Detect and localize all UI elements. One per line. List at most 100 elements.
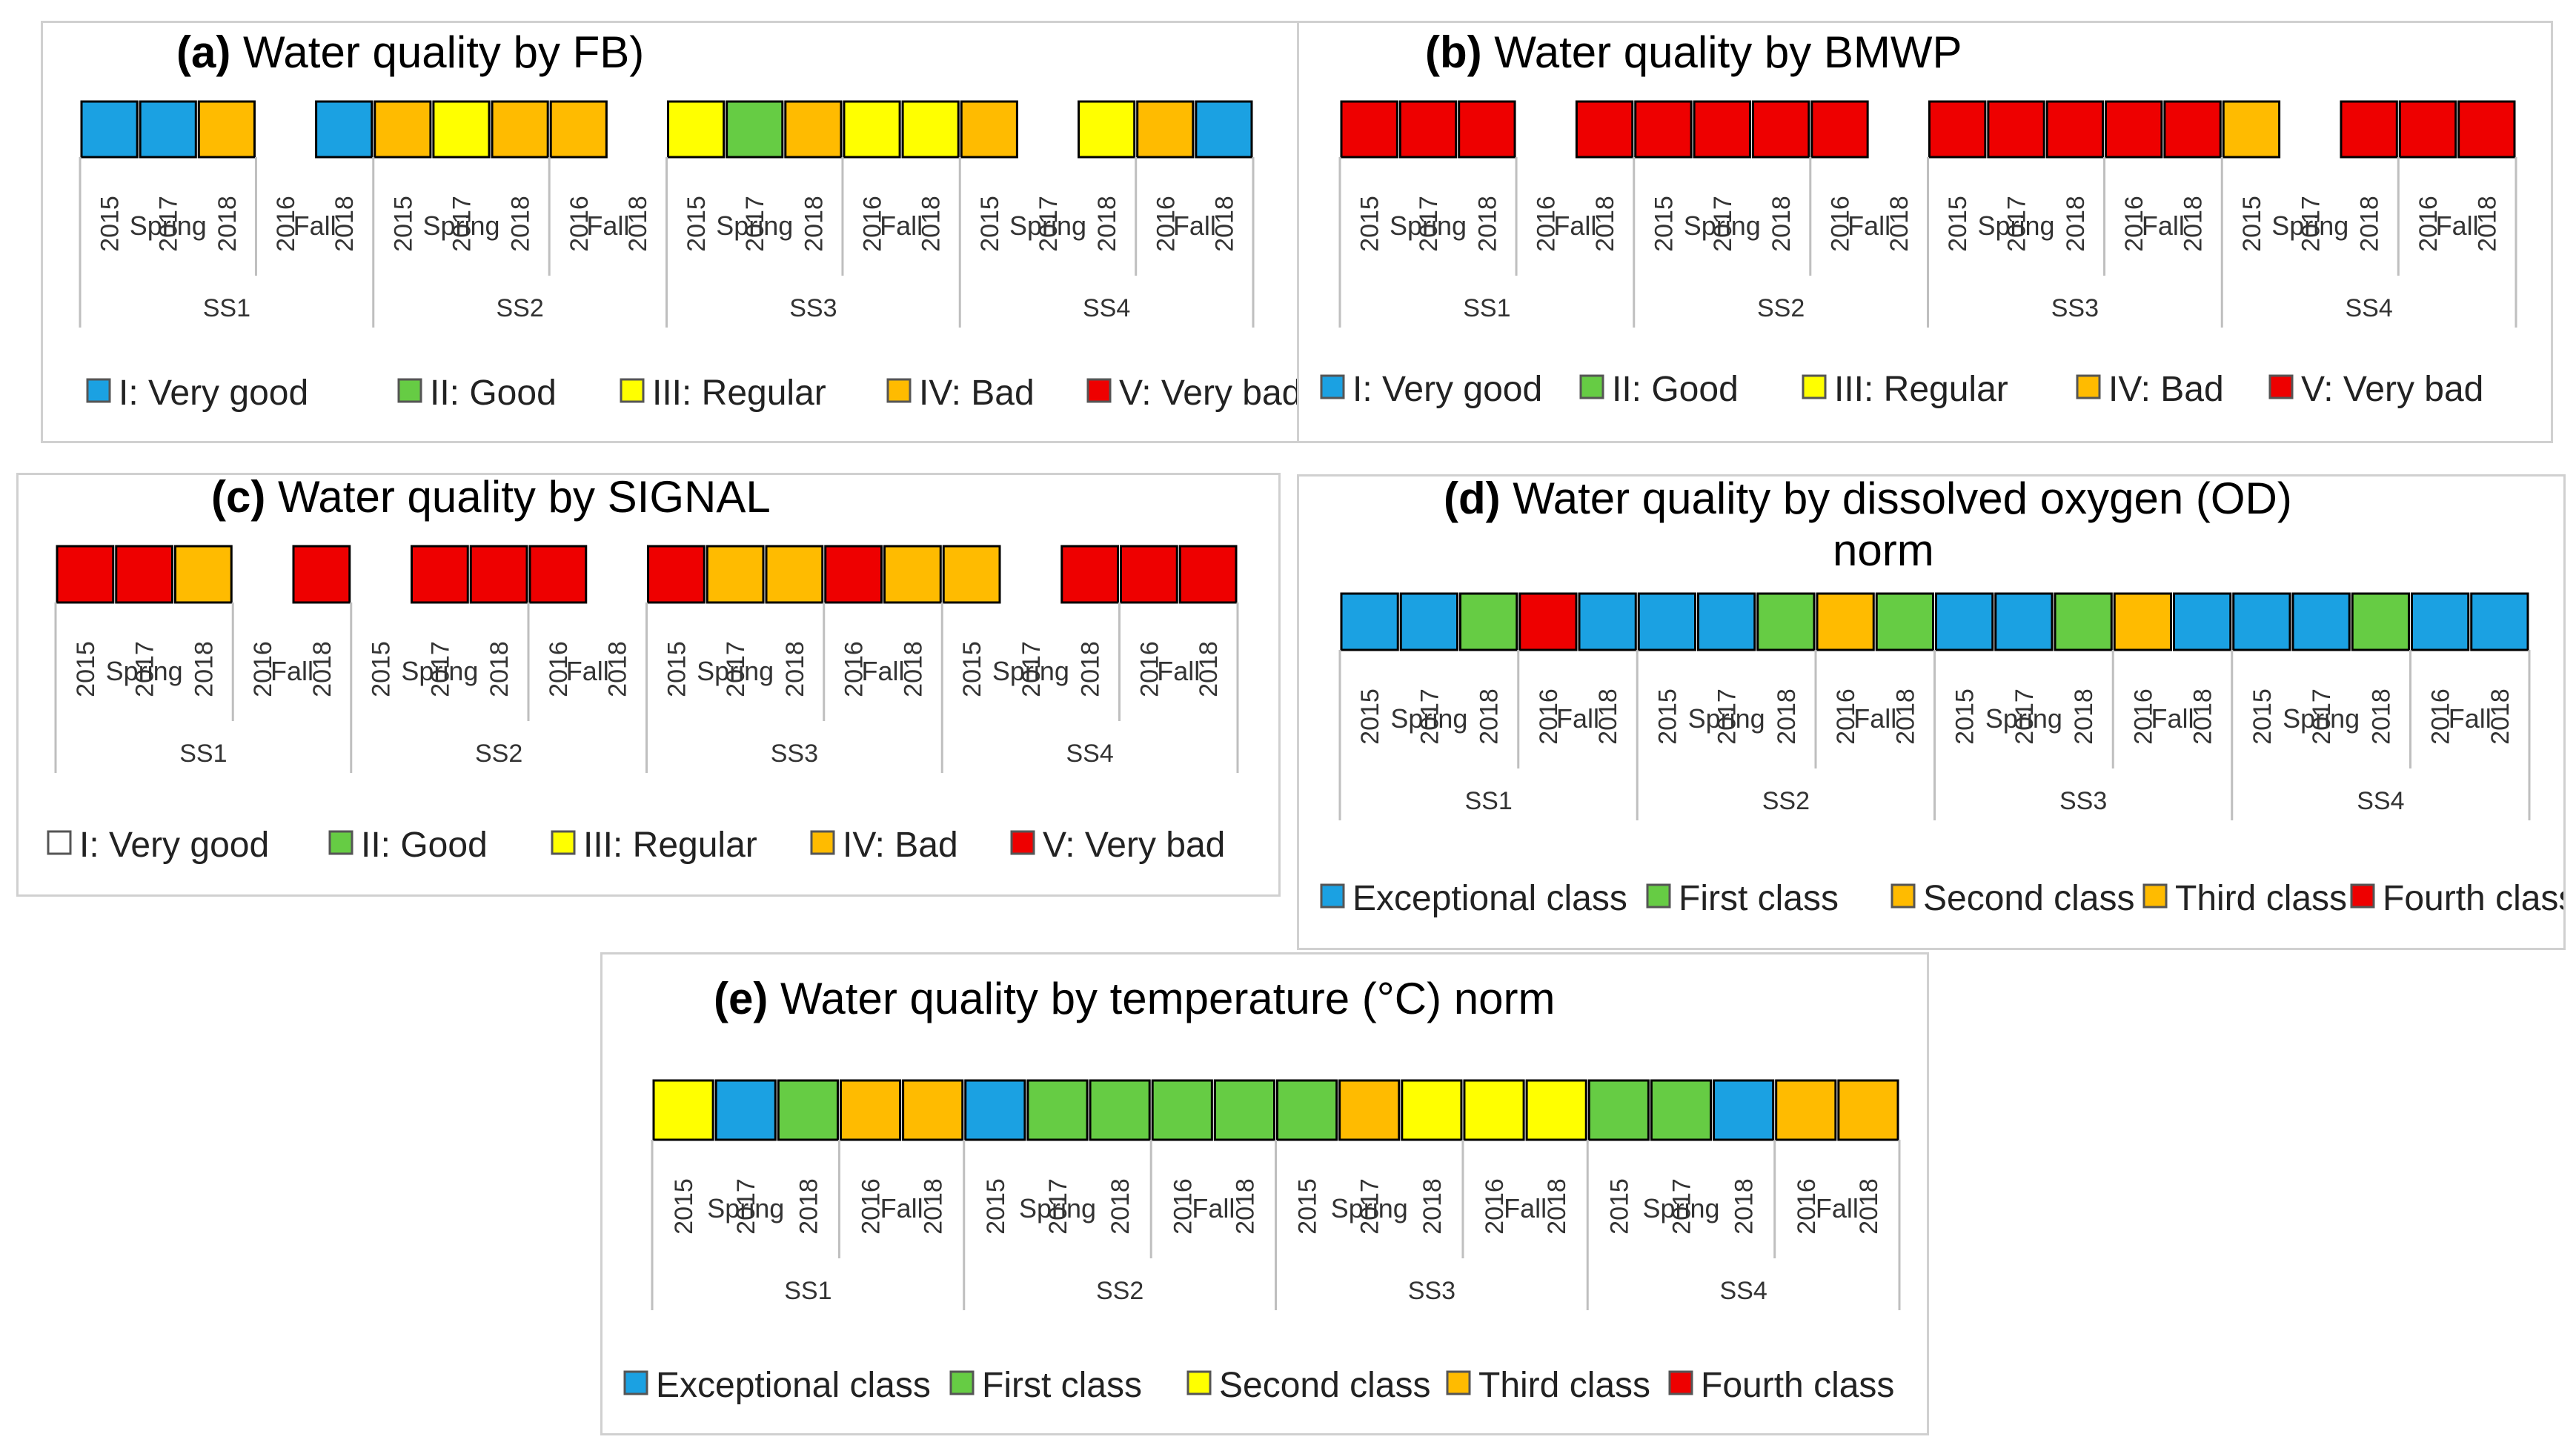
tick-label-year: 2018 [1885, 196, 1913, 252]
bar [1195, 100, 1253, 159]
bar [2411, 592, 2470, 651]
bar [765, 545, 824, 604]
tick-label-year: 2015 [1356, 196, 1384, 252]
tick-label-year: 2018 [331, 196, 359, 252]
bar [2398, 100, 2457, 159]
tick-label-year: 2015 [2248, 688, 2277, 745]
chart-panel-c: (c) Water quality by SIGNAL 2015 2017 2018 2… [16, 473, 1281, 897]
legend-swatch [1186, 1370, 1212, 1395]
tick-label-season: Fall [1173, 210, 1216, 241]
bar [56, 545, 115, 604]
tick-label-year: 2018 [1475, 688, 1504, 745]
tick-label-year: 2016 [857, 1178, 886, 1235]
chart-title: (a) Water quality by FB) [176, 27, 644, 77]
tick-label-year: 2018 [917, 196, 946, 252]
tick-label-year: 2015 [1653, 688, 1682, 745]
bar [667, 100, 726, 159]
bar [1875, 592, 1934, 651]
tick-label-year: 2018 [920, 1178, 948, 1235]
bar [1693, 100, 1751, 159]
bar [1575, 100, 1634, 159]
tick-label-year: 2016 [1535, 688, 1563, 745]
tick-label-site: SS2 [1757, 294, 1805, 322]
tick-label-site: SS3 [1408, 1277, 1455, 1305]
tick-label-year: 2018 [1767, 196, 1796, 252]
tick-label-year: 2015 [1944, 196, 1972, 252]
tick-label-season: Spring [697, 656, 774, 686]
tick-label-year: 2018 [781, 641, 809, 697]
chart-svg-e: (e) Water quality by temperature (°C) no… [623, 974, 1901, 1405]
chart-title: (b) Water quality by BMWP [1425, 27, 1962, 77]
tick-label-year: 2018 [1591, 196, 1619, 252]
legend-label: I: Very good [119, 373, 308, 413]
tick-label-season: Spring [1977, 210, 2054, 241]
bar [2340, 100, 2398, 159]
tick-label-year: 2017 [2297, 196, 2325, 252]
tick-label-year: 2017 [131, 641, 159, 697]
bar [1816, 592, 1875, 651]
bar [901, 100, 960, 159]
tick-label-season: Spring [106, 656, 183, 686]
bar [1151, 1079, 1213, 1141]
legend-swatch [47, 830, 72, 855]
tick-label-year: 2015 [683, 196, 711, 252]
tick-label-season: Fall [1553, 210, 1596, 241]
tick-label-year: 2017 [1709, 196, 1737, 252]
tick-label-season: Fall [1816, 1193, 1859, 1223]
legend-swatch [1320, 883, 1345, 909]
tick-label-site: SS2 [1096, 1277, 1143, 1305]
tick-label-site: SS3 [2051, 294, 2099, 322]
bar [491, 100, 549, 159]
tick-label-year: 2018 [507, 196, 535, 252]
bar [1120, 545, 1178, 604]
bar [1078, 100, 1136, 159]
chart-svg-d: (d) Water quality by dissolved oxygen (O… [1320, 477, 2563, 918]
legend-swatch [328, 830, 353, 855]
tick-label-season: Spring [2271, 210, 2348, 241]
bar [839, 1079, 902, 1141]
bar [777, 1079, 839, 1141]
tick-label-season: Fall [861, 656, 904, 686]
bar [1837, 1079, 1899, 1141]
bar [784, 100, 843, 159]
legend-label: III: Regular [583, 826, 757, 865]
chart-panel-b: (b) Water quality by BMWP 2015 2017 2018 201… [1297, 21, 2553, 443]
tick-label-season: Fall [566, 656, 609, 686]
bar [824, 545, 883, 604]
bar [2457, 100, 2516, 159]
bar [960, 100, 1018, 159]
legend-swatch [1010, 830, 1035, 855]
bar [1697, 592, 1756, 651]
tick-label-site: SS2 [496, 294, 543, 322]
tick-label-year: 2016 [1793, 1178, 1821, 1235]
legend-label: II: Good [430, 373, 557, 413]
bar [1587, 1079, 1650, 1141]
bar [2054, 592, 2113, 651]
tick-label-year: 2015 [670, 1178, 698, 1235]
tick-label-season: Fall [293, 210, 336, 241]
tick-label-season: Fall [1556, 703, 1599, 734]
legend-label: Second class [1219, 1366, 1431, 1405]
tick-label-season: Spring [1390, 210, 1467, 241]
bar [80, 100, 139, 159]
bar [1713, 1079, 1775, 1141]
chart-panel-d: (d) Water quality by dissolved oxygen (O… [1297, 474, 2566, 950]
tick-label-year: 2015 [663, 641, 691, 697]
tick-label-season: Spring [1009, 210, 1086, 241]
tick-label-season: Spring [422, 210, 499, 241]
legend-label: Exceptional class [1352, 879, 1627, 918]
bar [706, 545, 765, 604]
tick-label-site: SS1 [1464, 787, 1512, 815]
legend-label: Exceptional class [656, 1366, 931, 1405]
tick-label-year: 2016 [840, 641, 869, 697]
tick-label-year: 2018 [1210, 196, 1238, 252]
bar [1578, 592, 1637, 651]
legend-label: IV: Bad [843, 826, 958, 865]
tick-label-site: SS3 [789, 294, 837, 322]
bar [942, 545, 1001, 604]
legend-label: Third class [1478, 1366, 1650, 1405]
tick-label-year: 2015 [958, 641, 986, 697]
bar [1463, 1079, 1525, 1141]
bar [1775, 1079, 1837, 1141]
tick-label-season: Spring [401, 656, 478, 686]
